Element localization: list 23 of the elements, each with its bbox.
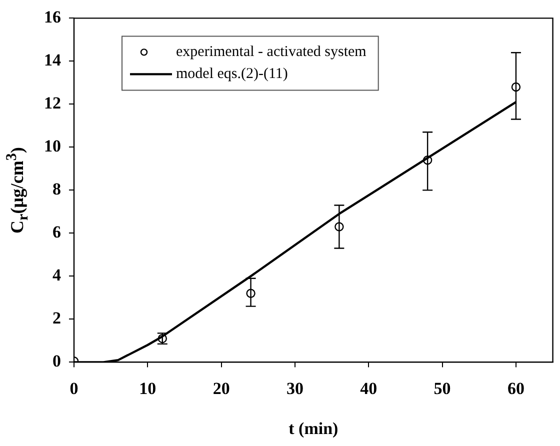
x-tick-label: 60 <box>507 378 524 398</box>
y-tick-label: 16 <box>44 8 61 27</box>
legend-label: model eqs.(2)-(11) <box>176 66 288 82</box>
y-tick-label: 2 <box>52 308 61 328</box>
point <box>422 156 432 165</box>
x-tick-label: 30 <box>286 378 304 398</box>
point <box>334 222 344 232</box>
y-tick-label: 6 <box>52 222 61 242</box>
point <box>511 82 521 92</box>
x-tick-label: 0 <box>70 378 78 398</box>
y-tick-label: 0 <box>52 352 61 371</box>
legend-label: experimental - activated system <box>176 44 367 60</box>
y-tick-label: 4 <box>52 266 62 285</box>
point <box>246 288 256 298</box>
y-tick-label: 10 <box>44 136 61 156</box>
y-tick-label: 12 <box>44 94 61 113</box>
y-tick-label: 14 <box>44 50 62 70</box>
x-tick-label: 50 <box>434 378 451 398</box>
y-tick-label: 8 <box>52 180 61 199</box>
x-axis-title: t (min) <box>288 419 338 438</box>
x-tick-label: 10 <box>139 378 156 398</box>
x-tick-label: 20 <box>212 378 230 398</box>
x-tick-label: 40 <box>360 378 378 398</box>
